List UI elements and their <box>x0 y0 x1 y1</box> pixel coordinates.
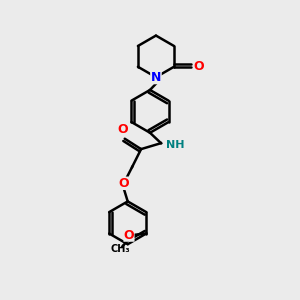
Text: O: O <box>194 60 204 73</box>
Text: N: N <box>151 71 161 84</box>
Text: O: O <box>124 229 134 242</box>
Text: NH: NH <box>166 140 185 150</box>
Text: O: O <box>117 123 128 136</box>
Text: CH₃: CH₃ <box>110 244 130 254</box>
Text: O: O <box>118 177 129 190</box>
